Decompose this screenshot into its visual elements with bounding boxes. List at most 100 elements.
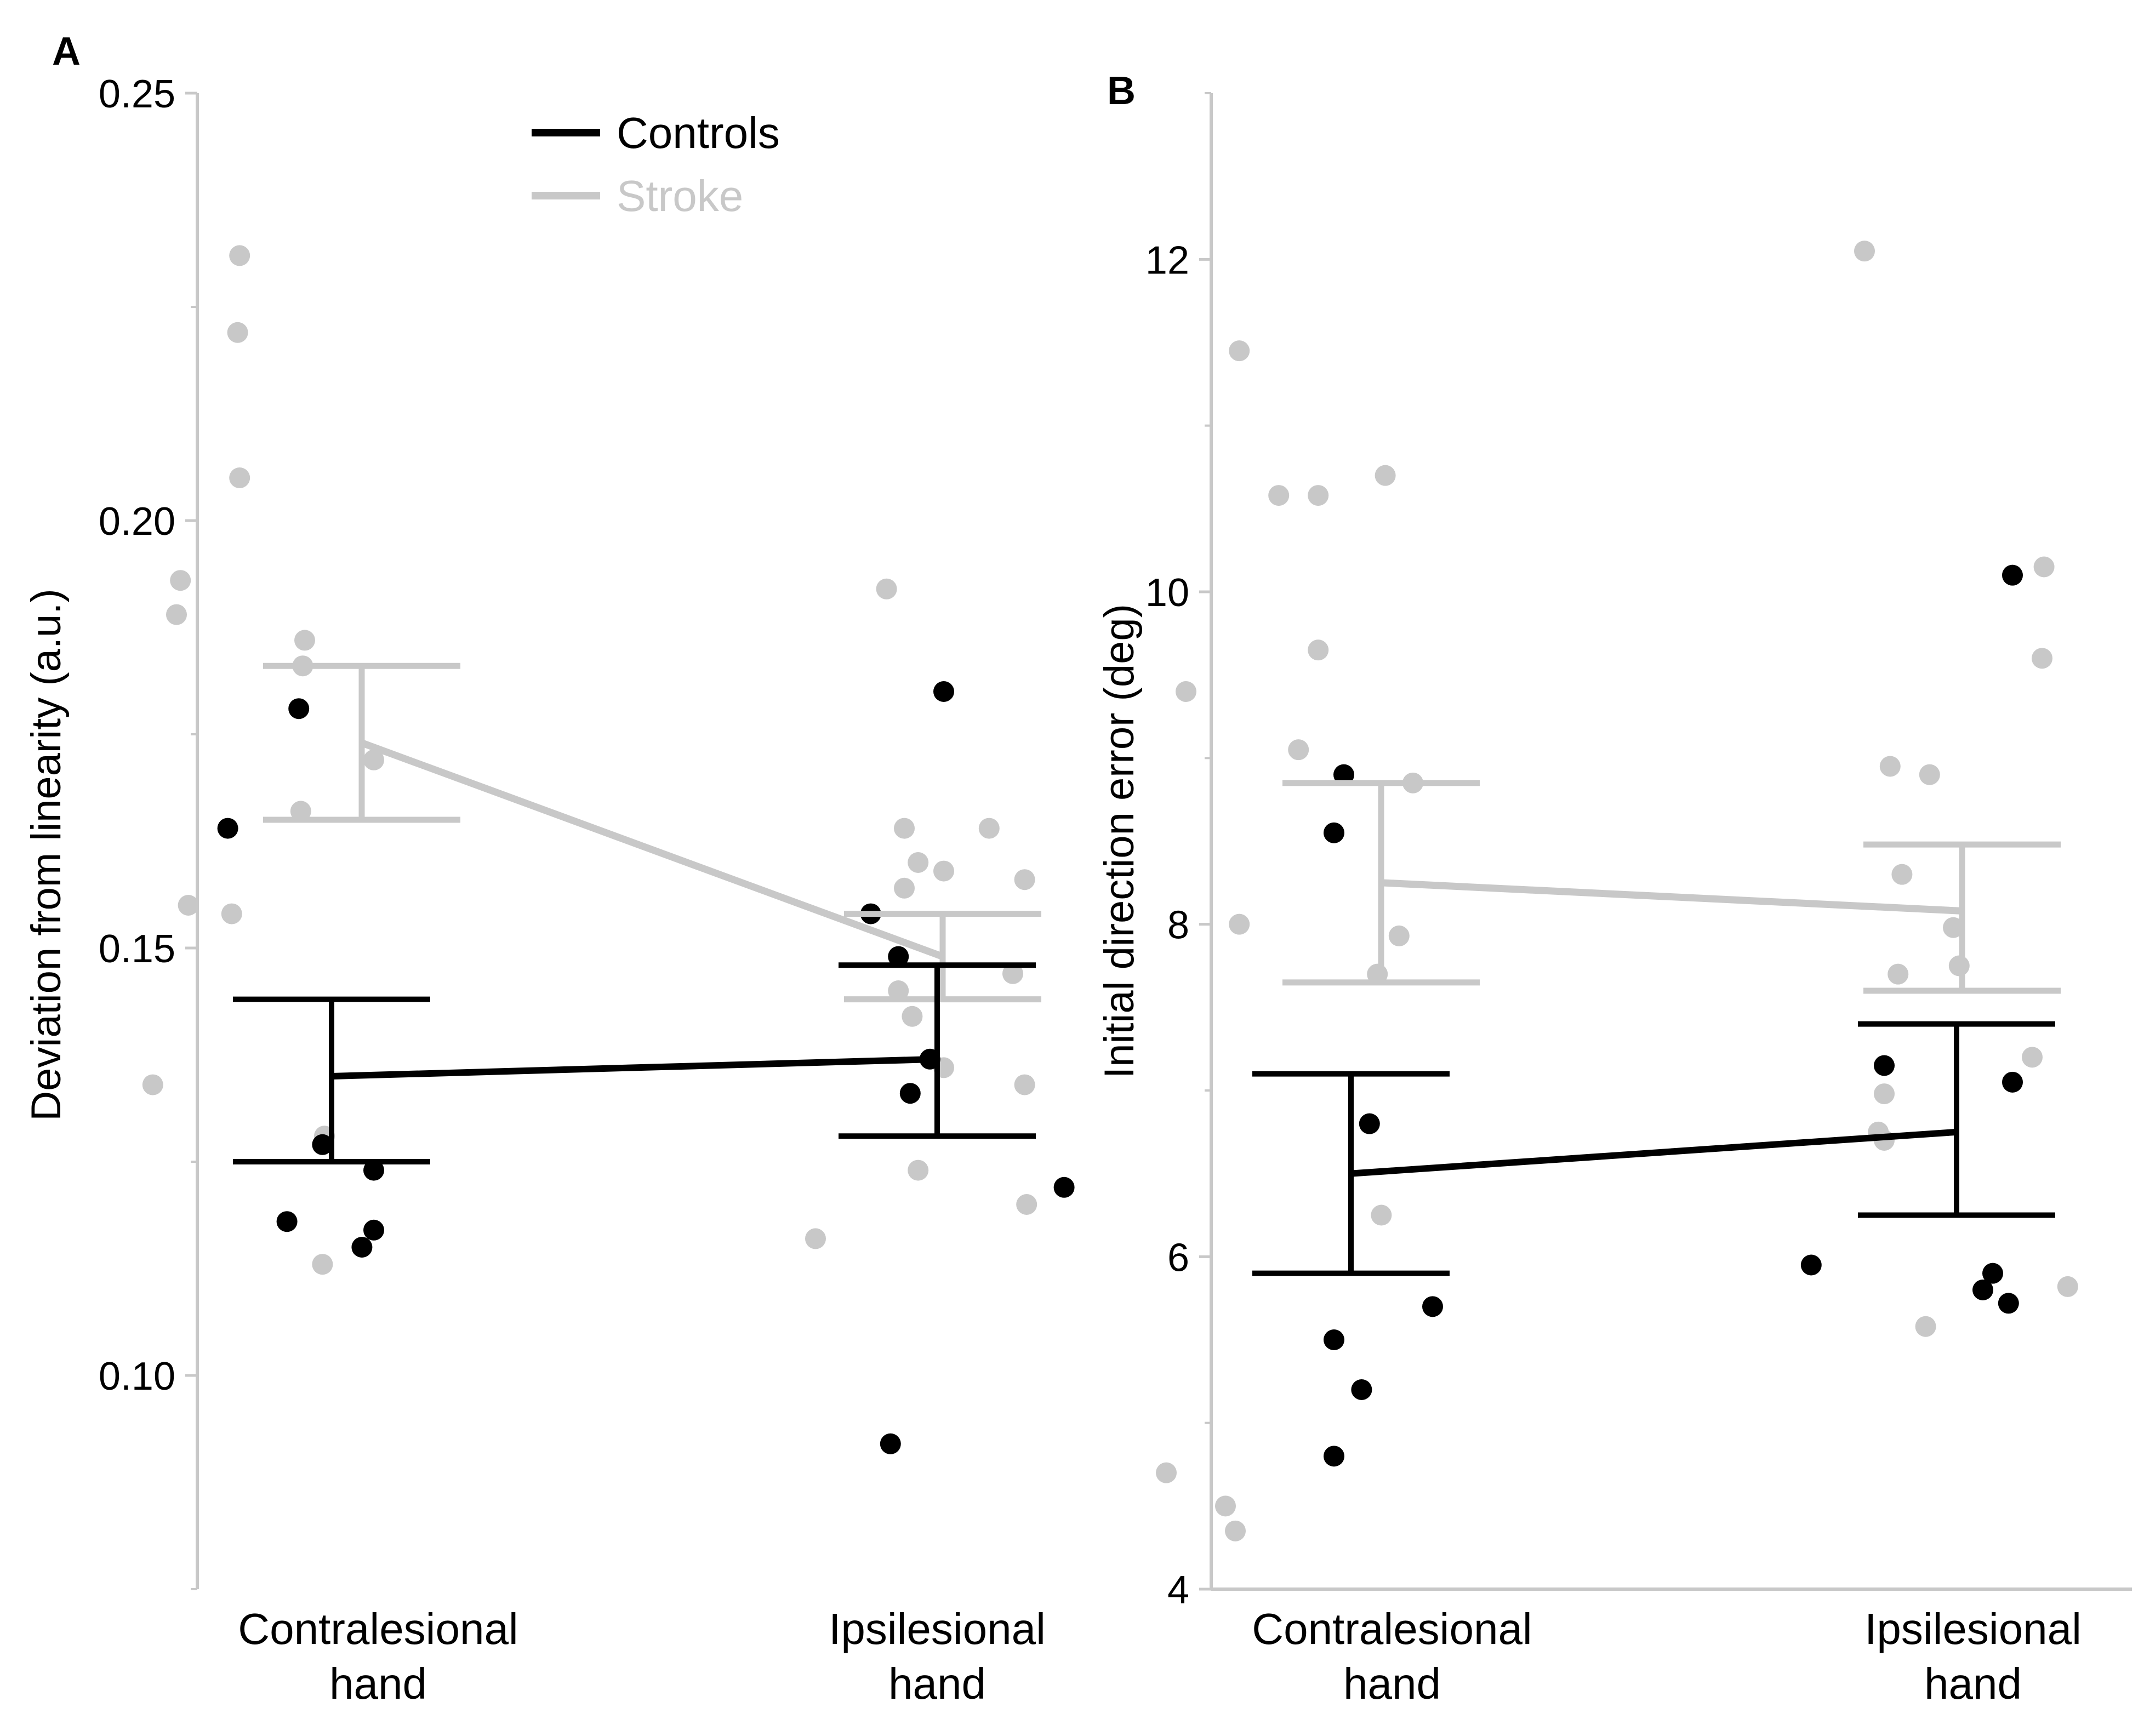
y-tick-label-b: 6: [1167, 1236, 1189, 1280]
data-point-stroke: [908, 852, 929, 873]
x-tick-label-a-contralesional-line2: hand: [329, 1659, 427, 1708]
y-axis-label-b: Initial direction error (deg): [1096, 604, 1143, 1078]
data-point-stroke: [1229, 913, 1250, 935]
data-point-stroke: [1308, 639, 1329, 661]
data-point-stroke: [1215, 1495, 1236, 1517]
marks-b: [1156, 241, 2078, 1541]
data-point-controls: [1982, 1263, 2003, 1284]
data-point-stroke: [933, 860, 954, 882]
data-point-controls: [1422, 1296, 1443, 1317]
y-ticks-b: 4 6 8 10 12: [1145, 92, 1211, 1612]
data-point-stroke: [894, 818, 915, 839]
data-point-stroke: [908, 1160, 929, 1181]
data-point-controls: [1324, 822, 1344, 843]
data-point-stroke: [1888, 963, 1909, 985]
data-point-stroke: [1943, 917, 1964, 938]
data-point-stroke: [1915, 1316, 1936, 1337]
data-point-stroke: [1879, 756, 1901, 777]
mean-line-controls: [1350, 1128, 1957, 1177]
mean-line-stroke: [360, 739, 944, 960]
data-point-stroke: [178, 895, 199, 916]
data-point-stroke: [1225, 1520, 1246, 1541]
x-tick-label-b-contralesional-line2: hand: [1343, 1659, 1441, 1708]
data-point-controls: [1351, 1379, 1372, 1400]
data-point-controls: [1324, 1446, 1344, 1467]
data-point-controls: [276, 1211, 298, 1232]
data-point-controls: [217, 818, 238, 839]
data-point-stroke: [876, 578, 897, 599]
data-point-stroke: [1854, 241, 1875, 262]
data-point-controls: [888, 946, 909, 967]
data-point-stroke: [1229, 340, 1250, 362]
data-point-stroke: [2057, 1276, 2078, 1297]
data-point-controls: [288, 698, 310, 719]
y-tick-label-b: 8: [1167, 904, 1189, 947]
data-point-stroke: [2032, 648, 2052, 669]
data-point-stroke: [1176, 681, 1196, 702]
data-point-stroke: [166, 604, 187, 625]
data-point-controls: [1359, 1113, 1380, 1134]
x-tick-label-a-contralesional: Contralesional: [238, 1604, 518, 1653]
data-point-stroke: [888, 980, 909, 1001]
data-point-stroke: [142, 1074, 163, 1095]
x-tick-label-a-ipsilesional-line2: hand: [888, 1659, 986, 1708]
data-point-stroke: [290, 801, 311, 822]
data-point-stroke: [902, 1006, 923, 1027]
y-tick-label-a: 0.20: [99, 500, 175, 544]
data-point-controls: [363, 1219, 384, 1241]
data-point-controls: [1324, 1329, 1344, 1350]
data-point-stroke: [1014, 1074, 1035, 1095]
data-point-stroke: [1891, 864, 1913, 885]
data-point-controls: [1800, 1254, 1822, 1276]
y-tick-label-b: 12: [1145, 238, 1189, 282]
data-point-stroke: [221, 903, 242, 924]
y-tick-label-b: 4: [1167, 1568, 1189, 1612]
data-point-stroke: [1014, 869, 1035, 890]
data-point-stroke: [227, 322, 248, 343]
data-point-stroke: [312, 1254, 333, 1275]
data-point-stroke: [2033, 556, 2055, 578]
data-point-controls: [1998, 1293, 2019, 1314]
data-point-controls: [351, 1237, 373, 1258]
data-point-stroke: [363, 749, 384, 770]
data-point-stroke: [1156, 1462, 1177, 1483]
y-tick-label-b: 10: [1145, 571, 1189, 615]
data-point-stroke: [894, 877, 915, 899]
data-point-stroke: [170, 570, 191, 591]
data-point-stroke: [805, 1228, 826, 1249]
y-axis-label-a: Deviation from linearity (a.u.): [23, 589, 70, 1121]
data-point-stroke: [1268, 485, 1290, 506]
mean-line-controls: [331, 1055, 938, 1080]
mean-line-stroke: [1381, 879, 1963, 915]
data-point-stroke: [1375, 465, 1396, 486]
y-tick-label-a: 0.25: [99, 72, 175, 116]
data-point-stroke: [1016, 1194, 1037, 1215]
data-point-stroke: [294, 630, 315, 651]
panel-letter-a: A: [52, 30, 81, 73]
data-point-stroke: [1288, 739, 1309, 761]
legend: Controls Stroke: [532, 108, 780, 220]
data-point-stroke: [978, 818, 1000, 839]
data-point-stroke: [1371, 1204, 1392, 1226]
data-point-controls: [2002, 564, 2023, 586]
data-point-stroke: [1002, 963, 1023, 984]
data-point-controls: [899, 1083, 921, 1104]
x-tick-label-b-contralesional: Contralesional: [1252, 1604, 1532, 1653]
data-point-stroke: [1919, 764, 1940, 785]
data-point-controls: [312, 1134, 333, 1155]
y-tick-label-a: 0.10: [99, 1355, 175, 1398]
y-tick-label-a: 0.15: [99, 927, 175, 971]
data-point-controls: [1053, 1177, 1075, 1198]
data-point-controls: [2002, 1071, 2023, 1093]
data-point-stroke: [1388, 925, 1410, 946]
y-ticks-a: 0.10 0.15 0.20 0.25: [99, 72, 197, 1590]
x-tick-label-b-ipsilesional-line2: hand: [1924, 1659, 2022, 1708]
data-point-controls: [1333, 764, 1354, 785]
panel-letter-b: B: [1107, 69, 1136, 113]
x-tick-label-a-ipsilesional: Ipsilesional: [829, 1604, 1046, 1653]
legend-label-controls: Controls: [617, 108, 780, 157]
data-point-controls: [880, 1433, 901, 1454]
data-point-controls: [363, 1160, 384, 1181]
